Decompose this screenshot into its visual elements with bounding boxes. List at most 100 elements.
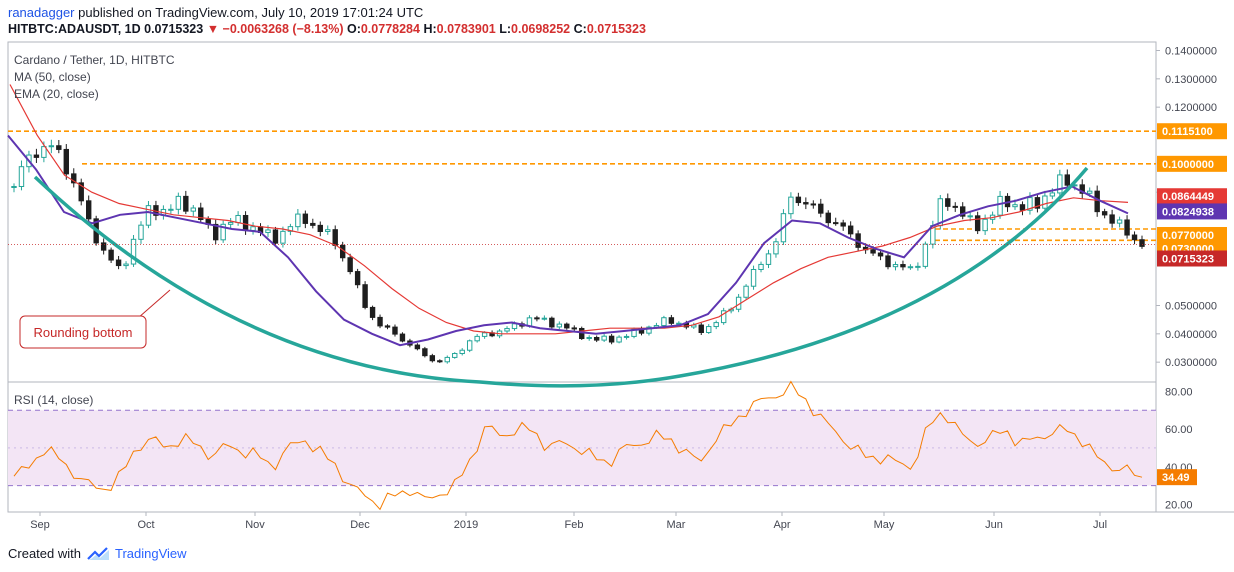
rsi-band — [8, 410, 1156, 486]
candle-body — [952, 205, 958, 208]
candle-body — [773, 241, 779, 255]
candle-body — [362, 284, 368, 308]
price-tag-label: 0.0715323 — [1162, 253, 1214, 265]
candle-body — [833, 222, 839, 225]
time-tick-label: Jul — [1093, 519, 1107, 531]
candle-body — [183, 195, 189, 212]
candle-body — [818, 203, 824, 214]
candle-body — [1064, 174, 1070, 186]
candle-body — [556, 323, 563, 328]
candle-body — [123, 263, 129, 267]
candle-body — [646, 326, 652, 334]
close-label: C: — [573, 22, 587, 36]
candle-body — [108, 249, 114, 261]
candle-body — [623, 335, 630, 338]
rsi-tick-label: 20.00 — [1165, 499, 1193, 511]
candle-body — [332, 229, 338, 246]
tradingview-brand[interactable]: TradingView — [114, 546, 187, 561]
rsi-legend[interactable]: RSI (14, close) — [14, 393, 94, 407]
candle-body — [11, 186, 17, 188]
candle-body — [511, 323, 518, 330]
candle-body — [175, 195, 182, 210]
price-tag — [1157, 188, 1227, 205]
price-tag — [1157, 155, 1227, 172]
time-tick-label: Sep — [30, 519, 50, 531]
candle-body — [302, 213, 309, 224]
candle-body — [1094, 190, 1100, 213]
chart-title: Cardano / Tether, 1D, HITBTC — [14, 53, 175, 67]
candle-body — [504, 328, 510, 332]
candle-body — [466, 340, 473, 351]
candle-body — [272, 229, 279, 244]
callout-box — [19, 315, 147, 349]
candle-body — [41, 146, 47, 158]
footer: Created with TradingView — [8, 546, 187, 561]
ma-legend[interactable]: MA (50, close) — [14, 70, 91, 84]
ema-legend[interactable]: EMA (20, close) — [14, 87, 99, 101]
candle-body — [1131, 234, 1138, 241]
time-tick-label: Oct — [137, 519, 154, 531]
candle-body — [459, 349, 465, 355]
time-tick-label: Apr — [773, 519, 790, 531]
author-link[interactable]: ranadagger — [8, 5, 75, 20]
price-tag-label: 0.0770000 — [1162, 230, 1214, 242]
candle-body — [392, 326, 398, 335]
low-label: L: — [499, 22, 512, 36]
candle-body — [71, 173, 77, 184]
candle-body — [18, 166, 25, 187]
candle-body — [960, 206, 966, 217]
candle-body — [608, 335, 615, 343]
price-tag — [1157, 203, 1227, 220]
price-tag-label: 0.1000000 — [1162, 159, 1214, 171]
time-axis[interactable]: Sep Oct Nov Dec 2019 Feb Mar Apr May Jun Jul — [30, 512, 1107, 531]
candle-body — [250, 226, 256, 231]
candle-body — [900, 264, 906, 268]
candle-body — [295, 213, 301, 228]
candle-body — [907, 266, 914, 269]
rsi-tick-label: 60.00 — [1165, 424, 1193, 436]
candle-body — [347, 257, 353, 273]
candle-body — [78, 182, 84, 202]
candle-body — [1116, 219, 1123, 224]
candle-body — [220, 223, 226, 241]
candle-body — [1049, 192, 1056, 197]
candle-body — [145, 205, 152, 226]
candle-body — [668, 317, 675, 324]
candle-body — [1042, 195, 1048, 209]
candle-body — [63, 148, 69, 175]
time-tick-label: Mar — [667, 519, 686, 531]
candle-body — [601, 335, 607, 341]
price-tag — [1157, 123, 1227, 140]
rounding-bottom-callout: Rounding bottom — [19, 289, 171, 349]
candle-body — [713, 322, 719, 328]
candle-body — [997, 195, 1003, 216]
candle-body — [354, 271, 361, 286]
open-label: O: — [346, 22, 361, 36]
symbol-label: HITBTC:ADAUSDT, 1D — [8, 22, 141, 36]
time-tick-label: 2019 — [454, 519, 478, 531]
candle-body — [1027, 197, 1033, 211]
candle-body — [1057, 174, 1063, 194]
candle-body — [384, 325, 391, 328]
candle-body — [564, 323, 570, 329]
ma-line — [9, 84, 1129, 335]
candle-body — [586, 337, 592, 340]
rsi-last-label: 34.49 — [1162, 472, 1190, 484]
candle-body — [676, 322, 682, 325]
candle-body — [86, 200, 92, 220]
candle-body — [198, 207, 204, 221]
candle-body — [541, 317, 548, 320]
publish-info: published on TradingView.com, July 10, 2… — [78, 5, 424, 20]
candle-body — [720, 310, 727, 324]
low-value: 0.0698252 — [511, 22, 571, 36]
price-tag-label: 0.0864449 — [1162, 191, 1214, 203]
rsi-last-tag — [1157, 469, 1197, 486]
price-tick-label: 0.1300000 — [1165, 74, 1217, 86]
candle-body — [422, 348, 428, 357]
high-label: H: — [423, 22, 437, 36]
candle-body — [974, 215, 981, 232]
price-tag-label: 0.0824938 — [1162, 206, 1214, 218]
candle-body — [795, 196, 802, 204]
candle-body — [945, 198, 951, 207]
